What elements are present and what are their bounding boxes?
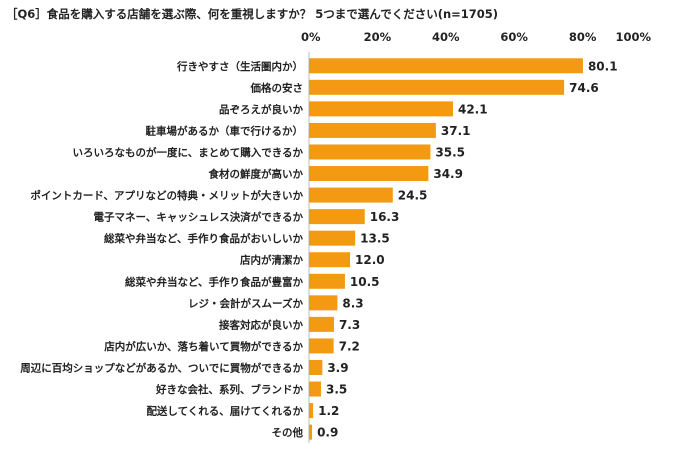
category-label: 総菜や弁当など、手作り食品がおいしいか (104, 232, 303, 245)
bar (309, 122, 436, 138)
category-label: 店内が広いか、落ち着いて買物ができるか (103, 340, 303, 353)
category-label: 総菜や弁当など、手作り食品が豊富か (125, 275, 303, 288)
x-tick-label: 0% (301, 30, 321, 44)
bar (309, 230, 356, 246)
value-label: 10.5 (350, 275, 380, 289)
category-label: 行きやすさ（生活圏内か） (176, 60, 303, 73)
value-label: 13.5 (360, 232, 390, 246)
bar (309, 209, 365, 225)
x-tick-label: 40% (432, 30, 460, 44)
value-label: 80.1 (588, 59, 618, 73)
bar (309, 338, 334, 354)
category-label: 食材の鮮度が高いか (208, 168, 304, 181)
value-label: 12.0 (355, 253, 385, 267)
bar (309, 316, 334, 332)
bar (309, 295, 338, 311)
value-label: 0.9 (317, 426, 338, 440)
value-label: 8.3 (342, 296, 363, 310)
value-label: 34.9 (433, 167, 463, 181)
bar (309, 58, 583, 74)
bar (309, 79, 565, 95)
value-label: 74.6 (569, 81, 599, 95)
value-label: 37.1 (441, 124, 471, 138)
category-labels: 行きやすさ（生活圏内か） 価格の安さ品ぞろえが良いか駐車場があるか（車で行けるか）… (20, 60, 303, 439)
category-label: 電子マネー、キャッシュレス決済ができるか (94, 211, 304, 224)
x-tick-label: 20% (364, 30, 392, 44)
category-label: 周辺に百均ショップなどがあるか、ついでに買物ができるか (20, 361, 303, 374)
bar (309, 403, 314, 419)
category-label: 店内が清潔か (239, 254, 303, 267)
value-label: 3.9 (327, 361, 348, 375)
category-label: 接客対応が良いか (219, 318, 303, 331)
category-label: レジ・会計がスムーズか (188, 297, 303, 310)
value-label: 1.2 (318, 404, 339, 418)
category-label: 価格の安さ (250, 81, 304, 94)
bar (309, 144, 431, 160)
value-label: 42.1 (458, 102, 488, 116)
category-label: 配送してくれる、届けてくれるか (146, 405, 303, 418)
chart-title: ［Q6］食品を購入する店舗を選ぶ際、何を重視しますか？ 5つまで選んでください(… (6, 7, 498, 21)
bar (309, 424, 313, 440)
bar (309, 187, 393, 203)
category-label: 好きな会社、系列、ブランドか (155, 383, 303, 396)
bar (309, 252, 351, 268)
value-label: 16.3 (370, 210, 400, 224)
value-label: 7.2 (339, 339, 360, 353)
bar (309, 381, 321, 397)
value-label: 7.3 (339, 318, 360, 332)
x-tick-label: 60% (500, 30, 528, 44)
category-label: その他 (272, 426, 304, 439)
x-axis-ticks: 0% 20% 40% 60% 80% 100% (301, 30, 651, 44)
value-label: 24.5 (398, 189, 428, 203)
bar (309, 359, 323, 375)
value-label: 3.5 (326, 383, 347, 397)
category-label: ポイントカード、アプリなどの特典・メリットが大きいか (30, 189, 303, 202)
category-label: 品ぞろえが良いか (219, 103, 303, 116)
category-label: 駐車場があるか（車で行けるか） (146, 124, 304, 137)
bars-group (309, 58, 583, 440)
value-label: 35.5 (435, 145, 465, 159)
bar (309, 273, 345, 289)
x-tick-label: 80% (569, 30, 597, 44)
bar (309, 166, 429, 182)
x-tick-label: 100% (615, 30, 651, 44)
bar (309, 101, 453, 117)
category-label: いろいろなものが一度に、まとめて購入できるか (73, 146, 304, 159)
value-labels: 80.1 74.6 42.1 37.1 35.5 34.9 24.5 16.3 13.5 12.0… (317, 59, 617, 439)
